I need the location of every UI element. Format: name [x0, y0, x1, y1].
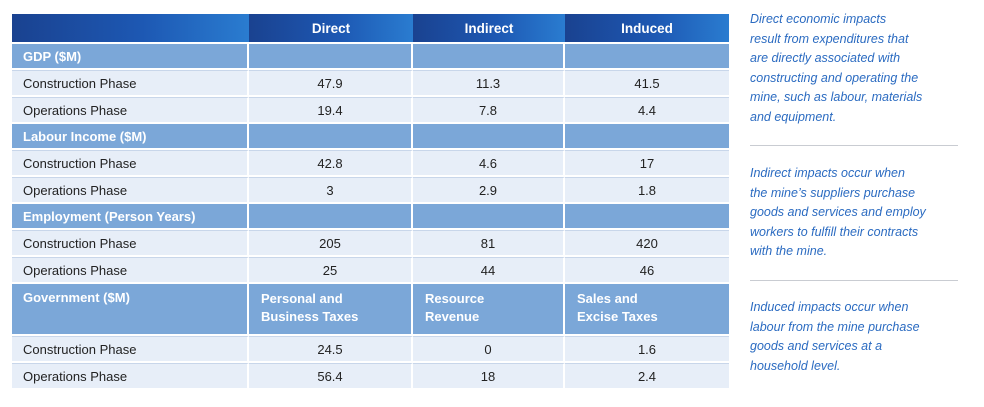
subheader-line: Personal and: [261, 291, 343, 306]
subheader-line: Resource: [425, 291, 485, 306]
table-header-row: Direct Indirect Induced: [12, 14, 729, 44]
header-direct: Direct: [249, 14, 413, 44]
note-divider: [750, 145, 958, 146]
cell-personal-business-taxes: 56.4: [249, 363, 413, 390]
note-line: goods and services at a: [750, 339, 883, 353]
cell-direct: 42.8: [249, 150, 413, 177]
note-line: household level.: [750, 358, 841, 373]
cell-induced: 41.5: [565, 70, 729, 97]
row-label: Construction Phase: [12, 70, 249, 97]
cell-direct: 25: [249, 257, 413, 284]
cell-indirect: 7.8: [413, 97, 565, 124]
note-line: are directly associated with: [750, 51, 901, 65]
note-line: the mine’s suppliers purchase: [750, 185, 916, 200]
table-row: Operations Phase 56.4 18 2.4: [12, 363, 729, 390]
section-row-employment: Employment (Person Years): [12, 204, 729, 230]
cell-resource-revenue: 0: [413, 336, 565, 363]
row-label: Construction Phase: [12, 150, 249, 177]
cell-induced: 17: [565, 150, 729, 177]
section-row-labour-income: Labour Income ($M): [12, 124, 729, 150]
subheader-line: Sales and: [577, 291, 638, 306]
section-row-gdp: GDP ($M): [12, 44, 729, 70]
cell-indirect: 44: [413, 257, 565, 284]
note-divider: [750, 280, 958, 281]
cell-indirect: 11.3: [413, 70, 565, 97]
subheader-personal-business-taxes: Personal and Business Taxes: [249, 284, 413, 336]
cell-indirect: 81: [413, 230, 565, 257]
row-label: Construction Phase: [12, 336, 249, 363]
row-label: Operations Phase: [12, 97, 249, 124]
cell-sales-excise-taxes: 1.6: [565, 336, 729, 363]
table-row: Construction Phase 205 81 420: [12, 230, 729, 257]
cell-personal-business-taxes: 24.5: [249, 336, 413, 363]
note-line: Indirect impacts occur when: [750, 166, 905, 180]
header-indirect: Indirect: [413, 14, 565, 44]
row-label: Operations Phase: [12, 363, 249, 390]
header-empty: [12, 14, 249, 44]
table-row: Construction Phase 42.8 4.6 17: [12, 150, 729, 177]
table-row: Operations Phase 25 44 46: [12, 257, 729, 284]
subheader-resource-revenue: Resource Revenue: [413, 284, 565, 336]
cell-resource-revenue: 18: [413, 363, 565, 390]
subheader-sales-excise-taxes: Sales and Excise Taxes: [565, 284, 729, 336]
note-line: result from expenditures that: [750, 31, 909, 46]
table-row: Operations Phase 3 2.9 1.8: [12, 177, 729, 204]
cell-induced: 46: [565, 257, 729, 284]
cell-indirect: 2.9: [413, 177, 565, 204]
section-title: GDP ($M): [12, 44, 249, 70]
cell-direct: 47.9: [249, 70, 413, 97]
table-row: Construction Phase 47.9 11.3 41.5: [12, 70, 729, 97]
note-line: Induced impacts occur when: [750, 300, 909, 314]
cell-induced: 4.4: [565, 97, 729, 124]
section-title: Labour Income ($M): [12, 124, 249, 150]
header-induced: Induced: [565, 14, 729, 44]
cell-direct: 3: [249, 177, 413, 204]
section-title: Employment (Person Years): [12, 204, 249, 230]
cell-indirect: 4.6: [413, 150, 565, 177]
section-title: Government ($M): [12, 284, 249, 336]
note-line: mine, such as labour, materials: [750, 90, 923, 104]
row-label: Operations Phase: [12, 257, 249, 284]
note-line: constructing and operating the: [750, 70, 919, 85]
note-line: with the mine.: [750, 244, 828, 258]
subheader-line: Revenue: [425, 309, 480, 324]
subheader-line: Business Taxes: [261, 309, 359, 324]
subheader-line: Excise Taxes: [577, 309, 658, 324]
cell-induced: 1.8: [565, 177, 729, 204]
note-direct-impacts: Direct economic impacts result from expe…: [750, 10, 960, 127]
cell-direct: 19.4: [249, 97, 413, 124]
cell-sales-excise-taxes: 2.4: [565, 363, 729, 390]
note-induced-impacts: Induced impacts occur when labour from t…: [750, 298, 960, 376]
note-line: workers to fulfill their contracts: [750, 224, 919, 239]
cell-induced: 420: [565, 230, 729, 257]
cell-direct: 205: [249, 230, 413, 257]
note-line: Direct economic impacts: [750, 12, 887, 26]
note-line: goods and services and employ: [750, 205, 926, 219]
table-row: Operations Phase 19.4 7.8 4.4: [12, 97, 729, 124]
row-label: Construction Phase: [12, 230, 249, 257]
note-indirect-impacts: Indirect impacts occur when the mine’s s…: [750, 164, 960, 262]
economic-impacts-table: Direct Indirect Induced GDP ($M) Constru…: [12, 14, 729, 390]
row-label: Operations Phase: [12, 177, 249, 204]
note-line: labour from the mine purchase: [750, 319, 920, 334]
section-row-government: Government ($M) Personal and Business Ta…: [12, 284, 729, 336]
note-line: and equipment.: [750, 109, 837, 124]
table-row: Construction Phase 24.5 0 1.6: [12, 336, 729, 363]
